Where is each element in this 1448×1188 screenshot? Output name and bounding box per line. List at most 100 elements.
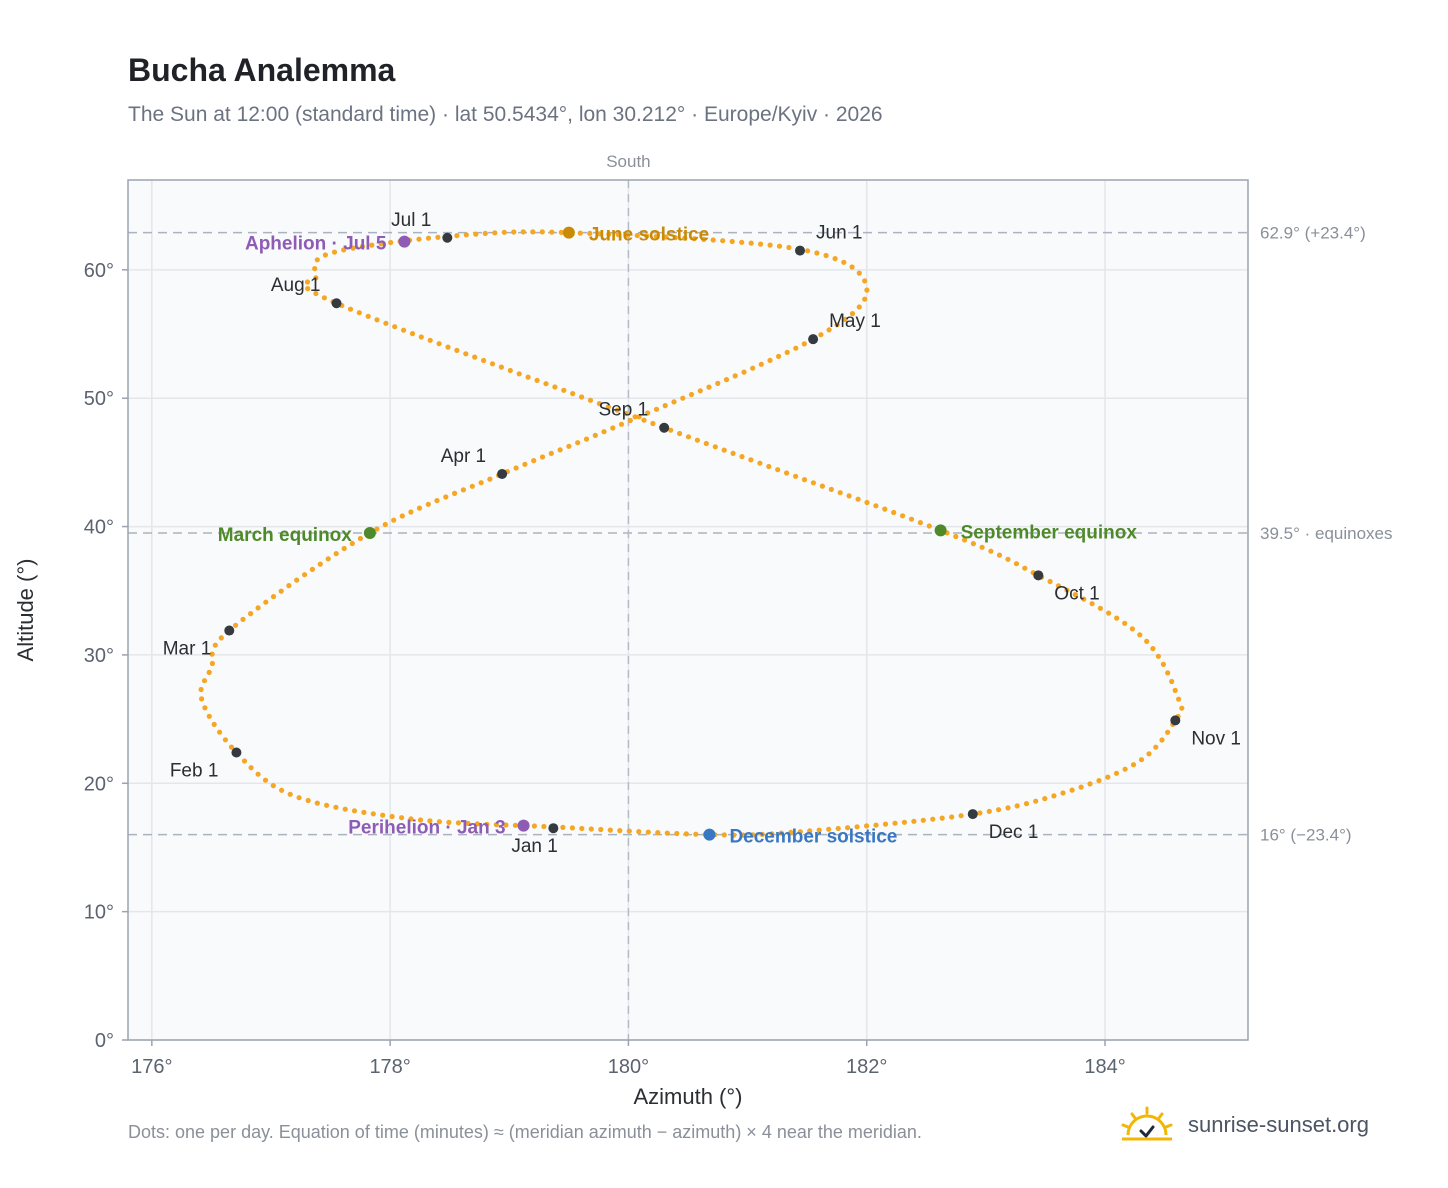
day-dot <box>826 327 832 333</box>
day-dot <box>1096 778 1102 784</box>
day-dot <box>823 252 829 259</box>
day-dot <box>617 828 623 834</box>
day-dot <box>766 463 772 470</box>
day-dot <box>287 791 293 797</box>
analemma-path <box>198 229 1185 838</box>
day-dot <box>534 377 540 383</box>
month-marker-dot <box>659 422 670 433</box>
day-dot <box>222 737 228 743</box>
day-dot <box>409 331 416 337</box>
day-dot <box>701 236 707 242</box>
day-dot <box>677 430 683 437</box>
day-dot <box>614 407 620 413</box>
day-dot <box>378 241 384 247</box>
day-dot <box>626 828 632 834</box>
day-dot <box>849 311 856 317</box>
month-marker-dot <box>967 809 978 820</box>
day-dot <box>370 811 376 817</box>
month-marker-label: Dec 1 <box>989 822 1039 843</box>
day-dot <box>460 487 466 493</box>
day-dot <box>920 817 926 823</box>
day-dot <box>454 233 460 239</box>
day-dot <box>279 787 285 793</box>
day-dot <box>634 232 640 239</box>
day-dot <box>1130 762 1137 768</box>
day-dot <box>347 306 354 312</box>
day-dot <box>427 337 433 343</box>
day-dot <box>304 279 311 285</box>
day-dot <box>445 344 451 350</box>
day-dot <box>209 651 215 657</box>
day-dot <box>623 410 629 417</box>
day-dot <box>758 361 764 367</box>
month-marker-label: Jul 1 <box>391 210 431 231</box>
day-dot <box>607 827 613 833</box>
day-dot <box>645 410 651 416</box>
day-dot <box>797 829 803 835</box>
day-dot <box>587 230 593 236</box>
day-dot <box>596 401 603 407</box>
day-dot <box>349 540 355 547</box>
day-dot <box>454 347 460 353</box>
day-dot <box>501 229 507 235</box>
day-dot <box>569 825 576 831</box>
day-dot <box>579 825 585 832</box>
day-dot <box>374 317 380 323</box>
day-dot <box>618 421 625 427</box>
day-dot <box>322 252 328 258</box>
day-dot <box>1105 774 1111 780</box>
day-dot <box>671 399 677 405</box>
day-dot <box>625 232 631 238</box>
day-dot <box>484 821 490 827</box>
month-marker-dot <box>497 468 508 479</box>
day-dot <box>864 499 870 506</box>
day-dot <box>750 832 756 838</box>
day-dot <box>873 822 879 828</box>
day-dot <box>721 447 727 453</box>
day-dot <box>1022 565 1028 571</box>
day-dot <box>862 278 868 284</box>
day-dot <box>710 237 716 243</box>
day-dot <box>416 505 423 511</box>
day-dot <box>818 332 824 338</box>
day-dot <box>305 286 311 292</box>
day-dot <box>1081 596 1087 602</box>
day-dot <box>543 381 549 387</box>
chart-title: Bucha Analemma <box>128 52 396 88</box>
event-marker-dot <box>398 235 411 248</box>
y-tick-label: 60° <box>84 260 114 282</box>
day-dot <box>775 467 781 473</box>
day-dot <box>588 826 594 832</box>
day-dot <box>864 287 870 293</box>
month-marker-label: Jan 1 <box>511 836 557 857</box>
day-dot <box>359 243 365 250</box>
event-markers: June solstice Aphelion · Jul 5 March equin… <box>218 225 1138 848</box>
day-dot <box>706 384 712 390</box>
plot-frame <box>127 179 1249 1041</box>
day-dot <box>662 403 668 409</box>
day-dot <box>255 605 261 611</box>
day-dot <box>732 373 738 379</box>
day-dot <box>487 476 493 482</box>
plot-background <box>128 180 1248 1040</box>
month-marker-dot <box>548 823 559 834</box>
day-dot <box>845 825 851 831</box>
day-dot <box>801 477 808 483</box>
day-dot <box>1129 626 1135 632</box>
day-dot <box>531 823 538 829</box>
day-dot <box>416 236 422 242</box>
day-dot <box>241 758 248 764</box>
day-dot <box>882 821 889 827</box>
day-dot <box>1165 729 1171 735</box>
day-dot <box>436 341 442 347</box>
day-dot <box>1113 770 1120 776</box>
day-dot <box>615 232 621 238</box>
day-dot <box>949 814 955 820</box>
day-dot <box>587 397 594 403</box>
day-dot <box>463 232 469 238</box>
day-dot <box>715 380 721 386</box>
brand-logo[interactable]: sunrise-sunset.org <box>1120 1100 1369 1150</box>
day-dot <box>826 826 832 832</box>
day-dot <box>1089 601 1095 607</box>
